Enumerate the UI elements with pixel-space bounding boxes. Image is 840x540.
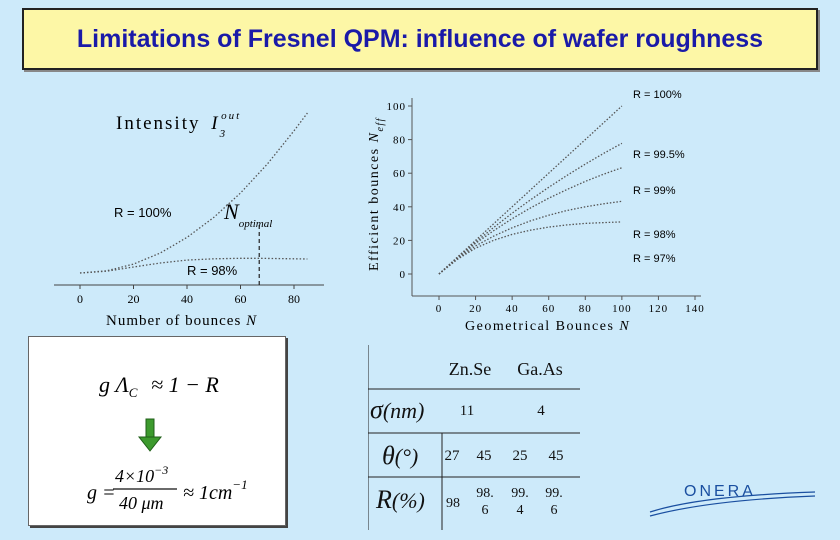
series-line-2 (438, 167, 623, 275)
x-tick-label: 40 (181, 292, 193, 306)
series-label-2: R = 99% (633, 185, 676, 197)
series-label-1: R = 99.5% (633, 149, 685, 161)
onera-logo: ONERA (649, 483, 816, 517)
series-label-r100: R = 100% (114, 205, 172, 220)
formula2-right: ≈ 1cm−1 (183, 477, 248, 504)
n-optimal-label: Noptimal (223, 199, 272, 230)
y-tick-label: 40 (393, 202, 406, 214)
theta-1: 27 (444, 448, 460, 464)
row-label-refl: R(%) (376, 485, 425, 514)
title-banner: Limitations of Fresnel QPM: influence of… (22, 8, 818, 70)
refl-3: 99. 4 (511, 486, 529, 518)
x-tick-label: 0 (436, 303, 443, 315)
series-line-4 (438, 221, 622, 275)
series-label-3: R = 98% (633, 229, 676, 241)
intensity-chart: Number of bounces N Intensity I3out R = 10… (54, 110, 324, 329)
series-label-r98: R = 98% (187, 263, 238, 278)
formula2-den: 40 μm (119, 493, 164, 513)
sigma-gaas: 4 (537, 403, 545, 419)
x-tick-label: 140 (685, 303, 705, 315)
y-tick-label: 80 (393, 135, 406, 147)
theta-2: 45 (476, 448, 492, 464)
x-axis-label: Number of bounces N (106, 313, 257, 329)
sigma-znse: 11 (459, 403, 475, 419)
theta-4: 45 (548, 448, 564, 464)
y-tick-label: 0 (400, 269, 407, 281)
x-tick-label: 60 (542, 303, 555, 315)
y-tick-label: 60 (393, 168, 406, 180)
x-tick-label: 60 (235, 292, 247, 306)
down-arrow-icon (137, 418, 163, 452)
formula1-right: ≈ 1 − R (151, 372, 219, 397)
series-line-r100 (79, 112, 308, 274)
x-tick-label: 80 (579, 303, 592, 315)
x-tick-label: 120 (649, 303, 669, 315)
formula1-left: g ΛC (99, 372, 138, 400)
col-header-znse: Zn.Se (448, 359, 492, 379)
y-axis-label: Intensity I3out (116, 110, 241, 140)
col-header-gaas: Ga.As (517, 359, 563, 379)
x-tick-label: 80 (288, 292, 300, 306)
formula-box: g ΛC ≈ 1 − R g = 4×10−3 40 μm ≈ 1cm−1 (28, 336, 286, 526)
x-axis-label: Geometrical Bounces N (465, 319, 630, 334)
y-tick-label: 20 (393, 235, 406, 247)
x-tick-label: 0 (77, 292, 83, 306)
y-tick-label: 100 (387, 101, 407, 113)
series-line-3 (438, 200, 622, 275)
slide-title: Limitations of Fresnel QPM: influence of… (76, 24, 764, 53)
formula2-left: g = (87, 482, 116, 504)
formula2-num: 4×10−3 (115, 463, 168, 486)
roughness-table: Zn.Se Ga.As σ(nm) 11 4 θ(°) 27 45 25 45 … (368, 345, 580, 530)
formula-svg: g ΛC ≈ 1 − R g = 4×10−3 40 μm ≈ 1cm−1 (87, 372, 248, 513)
table-grid (368, 345, 580, 530)
y-axis-label: Efficient bounces Neff (367, 117, 386, 271)
series-line-0 (438, 105, 623, 275)
row-label-theta: θ(°) (382, 441, 419, 470)
series-line-1 (438, 142, 623, 275)
theta-3: 25 (512, 448, 528, 464)
refl-4: 99. 6 (545, 486, 563, 518)
x-tick-label: 20 (128, 292, 140, 306)
refl-1: 98 (446, 496, 460, 511)
efficient-bounces-chart: Geometrical Bounces N Efficient bounces N… (367, 89, 705, 334)
x-tick-label: 40 (506, 303, 519, 315)
x-tick-label: 20 (469, 303, 482, 315)
refl-2: 98. 6 (476, 486, 494, 518)
series-label-4: R = 97% (633, 253, 676, 265)
series-label-0: R = 100% (633, 89, 682, 101)
logo-text: ONERA (684, 483, 756, 500)
row-label-sigma: σ(nm) (370, 395, 425, 424)
x-tick-label: 100 (612, 303, 632, 315)
